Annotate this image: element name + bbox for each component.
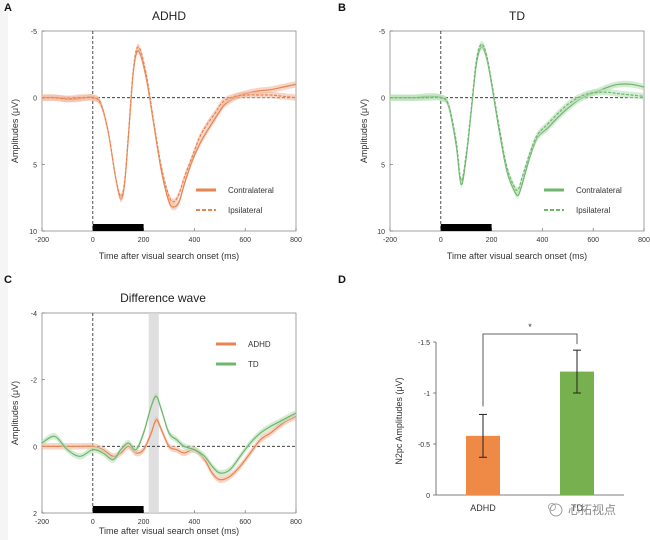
a-xtick-label: 800: [290, 237, 302, 244]
c-series-1: [41, 395, 297, 474]
d-ytick-label: 0: [426, 493, 430, 500]
b-xtick-label: -200: [383, 237, 397, 244]
c-stimulus-bar: [92, 506, 144, 513]
panel-c: C Difference wave -200 0 200 400 600 800 -4 -2 0…: [4, 274, 302, 536]
b-xtick-label: 400: [537, 237, 549, 244]
d-ytick-label: -1: [424, 391, 430, 398]
panel-d-letter: D: [338, 274, 346, 286]
b-xtick-label: 800: [638, 237, 650, 244]
panel-b-xlabel: Time after visual search onset (ms): [447, 251, 587, 261]
b-ytick-label: 10: [377, 229, 385, 236]
a-xtick-label: 0: [91, 237, 95, 244]
d-significance-bracket: [482, 333, 578, 407]
b-band-1: [390, 41, 644, 194]
c-xtick-label: 600: [239, 519, 251, 526]
c-xtick-label: 0: [91, 519, 95, 526]
watermark-icon: [548, 503, 563, 517]
a-series-0: [41, 50, 297, 208]
b-ytick-label: -5: [379, 29, 385, 36]
legend-a-ipsi-label: Ipsilateral: [228, 206, 262, 215]
b-band-0: [390, 43, 644, 199]
panel-c-letter: C: [4, 274, 12, 286]
c-ytick-label: 2: [33, 511, 37, 518]
panel-c-ylabel: Amplitudes (μV): [10, 381, 20, 445]
c-ytick-label: 0: [33, 444, 37, 451]
c-xtick-label: 800: [290, 519, 302, 526]
panel-b-title: TD: [509, 9, 525, 23]
a-series-1: [41, 46, 297, 203]
a-ytick-label: 10: [29, 229, 37, 236]
panel-b: B TD -200 0 200 400 600 800 -5 0 5 10 Time after …: [338, 2, 650, 261]
page-edge: [0, 0, 8, 540]
legend-b-contra-label: Contralateral: [576, 186, 622, 195]
a-band-1: [42, 43, 296, 206]
a-xtick-label: 200: [138, 237, 150, 244]
panel-a-xlabel: Time after visual search onset (ms): [99, 251, 239, 261]
b-xtick-label: 600: [587, 237, 599, 244]
d-xtick-label: TD: [571, 503, 583, 513]
a-ytick-label: 0: [33, 96, 37, 103]
d-ytick-label: -1.5: [418, 340, 430, 347]
c-xtick-label: -200: [35, 519, 49, 526]
panel-d-ylabel: N2pc Amplitudes (μV): [394, 377, 404, 464]
b-series-1: [390, 43, 645, 192]
a-xtick-label: 400: [189, 237, 201, 244]
panel-c-title: Difference wave: [120, 291, 206, 305]
a-stimulus-bar: [92, 224, 144, 231]
b-series-0: [390, 46, 645, 196]
b-xtick-label: 0: [439, 237, 443, 244]
legend-c-td-label: TD: [248, 360, 259, 369]
panel-d: D -1.5 -1 -0.5 0 ADHD TD * N2pc Amplitudes (μV…: [338, 274, 624, 513]
d-significance-marker: *: [528, 322, 532, 332]
panel-b-frame: [389, 30, 645, 232]
b-xtick-label: 200: [486, 237, 498, 244]
a-xtick-label: 600: [239, 237, 251, 244]
c-band-0: [42, 413, 296, 483]
legend-b-ipsi-label: Ipsilateral: [576, 206, 610, 215]
b-ytick-label: 0: [381, 96, 385, 103]
b-ytick-label: 5: [381, 162, 385, 169]
panel-a-title: ADHD: [152, 9, 186, 23]
a-xtick-label: -200: [35, 237, 49, 244]
a-ytick-label: -5: [31, 29, 37, 36]
watermark-text: 心拓视点: [568, 502, 616, 517]
c-xtick-label: 200: [138, 519, 150, 526]
panel-b-letter: B: [338, 2, 346, 14]
d-ytick-label: -0.5: [418, 442, 430, 449]
legend-a-contra-label: Contralateral: [228, 186, 274, 195]
c-time-window: [148, 313, 159, 513]
panel-a-ylabel: Amplitudes (μV): [10, 99, 20, 163]
c-ytick-label: -2: [31, 378, 37, 385]
panel-c-xlabel: Time after visual search onset (ms): [99, 526, 239, 536]
panel-a-letter: A: [4, 2, 12, 14]
panel-a-frame: [41, 30, 297, 232]
b-stimulus-bar: [440, 224, 492, 231]
legend-c-adhd-label: ADHD: [248, 340, 271, 349]
d-xtick-label: ADHD: [470, 503, 496, 513]
a-ytick-label: 5: [33, 162, 37, 169]
c-ytick-label: -4: [31, 311, 37, 318]
c-xtick-label: 400: [189, 519, 201, 526]
panel-b-ylabel: Amplitudes (μV): [359, 99, 369, 163]
